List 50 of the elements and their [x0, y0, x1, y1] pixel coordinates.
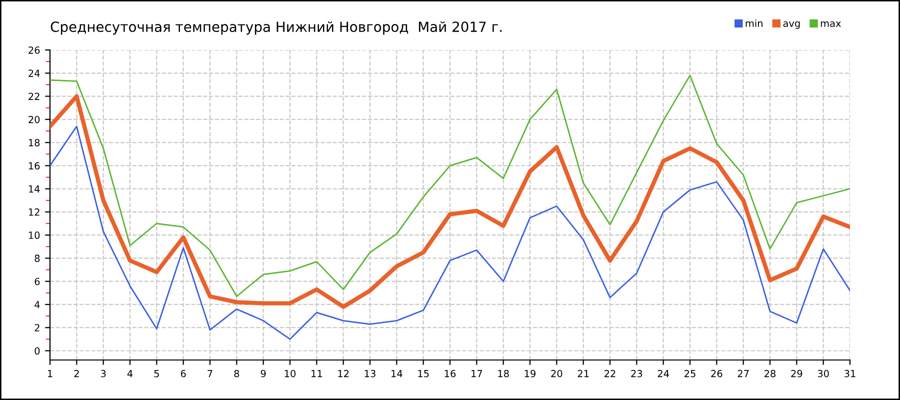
y-tick-label: 14 [28, 185, 40, 192]
x-tick-label: 3 [100, 370, 106, 378]
x-tick-label: 10 [284, 370, 296, 378]
y-tick-label: 8 [34, 254, 40, 262]
x-tick-label: 17 [472, 370, 482, 378]
y-tick-label: 2 [34, 324, 40, 332]
y-tick-label: 0 [34, 347, 40, 355]
chart-title: Среднесуточная температура Нижний Новгород Май 2017 г. [50, 21, 502, 35]
x-tick-label: 26 [711, 370, 722, 378]
x-tick-label: 28 [764, 370, 776, 378]
y-tick-label: 20 [28, 116, 40, 124]
y-tick-label: 26 [28, 46, 40, 54]
y-tick-label: 6 [34, 278, 40, 286]
y-tick-label: 24 [28, 70, 40, 77]
x-tick-label: 27 [738, 370, 749, 378]
x-tick-label: 23 [631, 370, 642, 378]
x-tick-label: 7 [208, 370, 212, 378]
x-tick-label: 19 [524, 370, 536, 378]
y-tick-label: 22 [28, 92, 40, 100]
x-tick-label: 2 [74, 370, 79, 378]
x-tick-label: 21 [578, 370, 589, 378]
x-tick-label: 1 [48, 370, 52, 378]
y-tick-label: 4 [34, 301, 40, 308]
y-tick-label: 10 [28, 232, 40, 239]
x-tick-label: 29 [791, 370, 802, 378]
x-tick-label: 20 [551, 370, 562, 378]
x-tick-label: 6 [180, 370, 186, 378]
x-tick-label: 15 [418, 370, 429, 378]
x-tick-label: 31 [844, 370, 856, 378]
x-tick-label: 18 [498, 370, 509, 378]
y-tick-label: 18 [28, 139, 40, 146]
x-tick-label: 5 [154, 370, 159, 378]
x-tick-label: 16 [444, 370, 456, 378]
x-tick-label: 11 [312, 370, 322, 378]
legend-label: min [746, 19, 762, 27]
x-tick-label: 25 [684, 370, 696, 378]
y-tick-label: 16 [28, 162, 40, 170]
y-tick-label: 12 [28, 208, 40, 216]
line-series [50, 126, 850, 340]
x-tick-label: 13 [364, 370, 376, 378]
x-tick-label: 8 [234, 370, 240, 378]
x-tick-label: 4 [127, 370, 133, 378]
x-tick-label: 9 [260, 370, 266, 378]
x-tick-label: 30 [818, 370, 829, 378]
x-tick-label: 24 [658, 370, 669, 378]
legend-label: max [820, 21, 841, 27]
legend-label: avg [783, 21, 800, 29]
x-tick-label: 14 [392, 370, 402, 378]
x-tick-label: 22 [604, 370, 616, 378]
x-tick-label: 12 [338, 370, 349, 378]
